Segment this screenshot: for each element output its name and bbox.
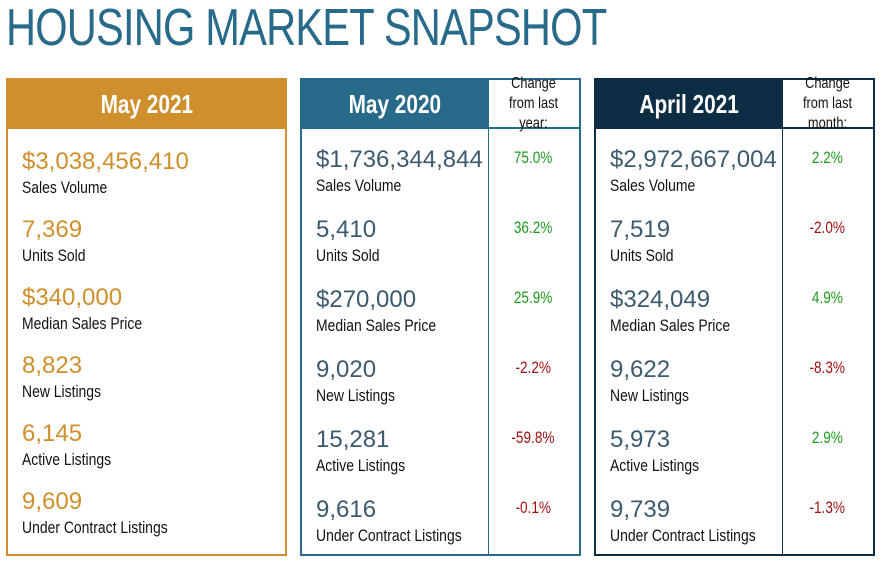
- metric-row: 5,973 Active Listings: [610, 426, 719, 476]
- metric-label: Active Listings: [316, 456, 406, 475]
- change-value: -1.3%: [782, 498, 872, 518]
- metric-value: $340,000: [22, 284, 123, 311]
- metric-label: New Listings: [610, 386, 690, 405]
- divider: [782, 80, 783, 554]
- change-value: 25.9%: [488, 288, 578, 308]
- metric-label: Active Listings: [22, 450, 112, 469]
- metric-label: Units Sold: [22, 246, 86, 265]
- last-year-header: May 2020: [302, 80, 488, 129]
- metric-row: $324,049 Median Sales Price: [610, 286, 756, 336]
- change-text: -1.3%: [809, 498, 845, 517]
- metric-label: Under Contract Listings: [316, 526, 462, 545]
- metric-label: Units Sold: [610, 246, 674, 265]
- change-value: 75.0%: [488, 148, 578, 168]
- page-title: HOUSING MARKET SNAPSHOT: [6, 0, 607, 57]
- change-text: 2.9%: [811, 428, 843, 447]
- metric-label: Sales Volume: [610, 176, 696, 195]
- metric-row: 7,369 Units Sold: [22, 216, 99, 266]
- change-header: Change from last year:: [488, 75, 579, 132]
- metric-label: Sales Volume: [316, 176, 402, 195]
- metric-value: $1,736,344,844: [316, 146, 483, 173]
- metric-value: 6,145: [22, 420, 83, 447]
- change-text: 36.2%: [513, 218, 553, 237]
- metric-label: New Listings: [316, 386, 396, 405]
- metric-value: 5,410: [316, 216, 377, 243]
- change-text: -0.1%: [515, 498, 551, 517]
- last-month-panel: April 2021 Change from last month: $2,97…: [594, 75, 875, 556]
- metric-value: $270,000: [316, 286, 417, 313]
- change-text: -2.2%: [515, 358, 551, 377]
- change-text: 4.9%: [811, 288, 843, 307]
- metric-value: 9,020: [316, 356, 377, 383]
- change-value: 36.2%: [488, 218, 578, 238]
- metric-row: $1,736,344,844 Sales Volume: [316, 146, 483, 196]
- change-value: -2.0%: [782, 218, 872, 238]
- metric-label: Median Sales Price: [316, 316, 437, 335]
- change-text: -2.0%: [809, 218, 845, 237]
- change-header-label: Change from last month:: [802, 74, 853, 132]
- change-text: 75.0%: [513, 148, 553, 167]
- change-text: 25.9%: [513, 288, 553, 307]
- change-text: -59.8%: [511, 428, 555, 447]
- change-header-label: Change from last year:: [508, 74, 559, 132]
- change-value: 2.9%: [782, 428, 872, 448]
- metric-value: 8,823: [22, 352, 83, 379]
- change-value: -8.3%: [782, 358, 872, 378]
- change-text: -8.3%: [809, 358, 845, 377]
- metric-label: Median Sales Price: [22, 314, 143, 333]
- change-value: 2.2%: [782, 148, 872, 168]
- header-label: April 2021: [639, 89, 739, 119]
- metric-value: 9,739: [610, 496, 671, 523]
- metric-row: 9,622 New Listings: [610, 356, 706, 406]
- metric-value: 9,616: [316, 496, 377, 523]
- change-text: 2.2%: [811, 148, 843, 167]
- metric-row: $270,000 Median Sales Price: [316, 286, 462, 336]
- metric-value: $324,049: [610, 286, 711, 313]
- last-year-panel: May 2020 Change from last year: $1,736,3…: [300, 75, 581, 556]
- metric-label: Under Contract Listings: [22, 518, 168, 537]
- change-value: 4.9%: [782, 288, 872, 308]
- metric-value: $2,972,667,004: [610, 146, 777, 173]
- change-value: -0.1%: [488, 498, 578, 518]
- last-month-header: April 2021: [596, 80, 782, 129]
- metric-label: Active Listings: [610, 456, 700, 475]
- current-month-panel: May 2021 $3,038,456,410 Sales Volume 7,369…: [6, 78, 287, 556]
- metric-value: $3,038,456,410: [22, 148, 189, 175]
- metric-label: Under Contract Listings: [610, 526, 756, 545]
- metric-value: 9,622: [610, 356, 671, 383]
- metric-row: 8,823 New Listings: [22, 352, 118, 402]
- metric-row: $340,000 Median Sales Price: [22, 284, 168, 334]
- change-value: -2.2%: [488, 358, 578, 378]
- header-label: May 2021: [100, 89, 193, 119]
- metric-row: 9,609 Under Contract Listings: [22, 488, 200, 538]
- metric-row: 9,616 Under Contract Listings: [316, 496, 494, 546]
- metric-label: Units Sold: [316, 246, 380, 265]
- metric-value: 7,369: [22, 216, 83, 243]
- metric-label: New Listings: [22, 382, 102, 401]
- current-month-header: May 2021: [8, 80, 285, 129]
- change-header: Change from last month:: [782, 75, 873, 132]
- metric-value: 15,281: [316, 426, 390, 453]
- metric-value: 9,609: [22, 488, 83, 515]
- metric-row: 7,519 Units Sold: [610, 216, 687, 266]
- metric-label: Sales Volume: [22, 178, 108, 197]
- metric-value: 5,973: [610, 426, 671, 453]
- metric-row: 9,739 Under Contract Listings: [610, 496, 788, 546]
- metric-row: 15,281 Active Listings: [316, 426, 425, 476]
- header-label: May 2020: [348, 89, 442, 119]
- metric-row: 6,145 Active Listings: [22, 420, 131, 470]
- divider: [488, 80, 489, 554]
- metric-row: 9,020 New Listings: [316, 356, 412, 406]
- metric-row: $3,038,456,410 Sales Volume: [22, 148, 189, 198]
- change-value: -59.8%: [488, 428, 578, 448]
- metric-row: 5,410 Units Sold: [316, 216, 393, 266]
- metric-label: Median Sales Price: [610, 316, 731, 335]
- metric-value: 7,519: [610, 216, 671, 243]
- metric-row: $2,972,667,004 Sales Volume: [610, 146, 777, 196]
